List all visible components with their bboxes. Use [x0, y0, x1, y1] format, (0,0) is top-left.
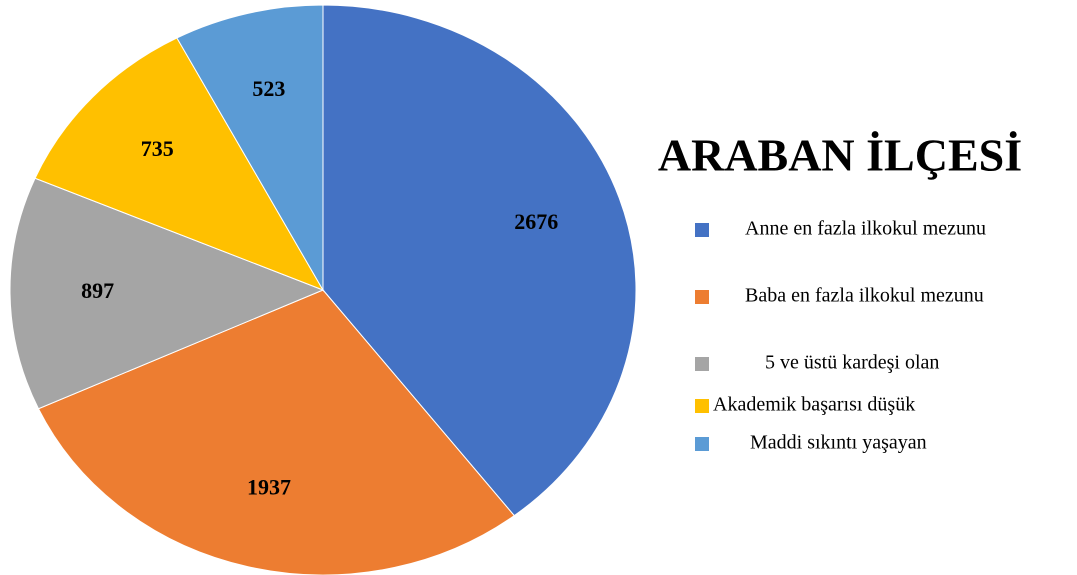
legend-label: Akademik başarısı düşük	[713, 394, 915, 416]
legend-label: Maddi sıkıntı yaşayan	[750, 432, 927, 454]
legend-swatch	[695, 357, 709, 371]
legend-label: Baba en fazla ilkokul mezunu	[745, 285, 984, 307]
pie-slice	[322, 4, 637, 517]
data-label: 735	[141, 136, 174, 161]
legend-label: Anne en fazla ilkokul mezunu	[745, 218, 986, 240]
legend-swatch	[695, 437, 709, 451]
chart-title: ARABAN İLÇESİ	[658, 130, 1022, 181]
legend-swatch	[695, 223, 709, 237]
legend-swatch	[695, 399, 709, 413]
pie-slice	[9, 177, 325, 410]
pie-slice	[176, 4, 324, 292]
legend-label: 5 ve üstü kardeşi olan	[765, 352, 939, 374]
legend-swatch	[695, 290, 709, 304]
data-label: 1937	[247, 474, 291, 499]
data-label: 2676	[514, 209, 558, 234]
data-label: 523	[252, 76, 285, 101]
pie-slice	[34, 37, 325, 291]
data-label: 897	[81, 278, 114, 303]
pie-slice	[37, 289, 515, 575]
